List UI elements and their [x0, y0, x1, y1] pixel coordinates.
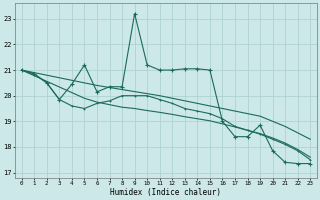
X-axis label: Humidex (Indice chaleur): Humidex (Indice chaleur) — [110, 188, 221, 197]
